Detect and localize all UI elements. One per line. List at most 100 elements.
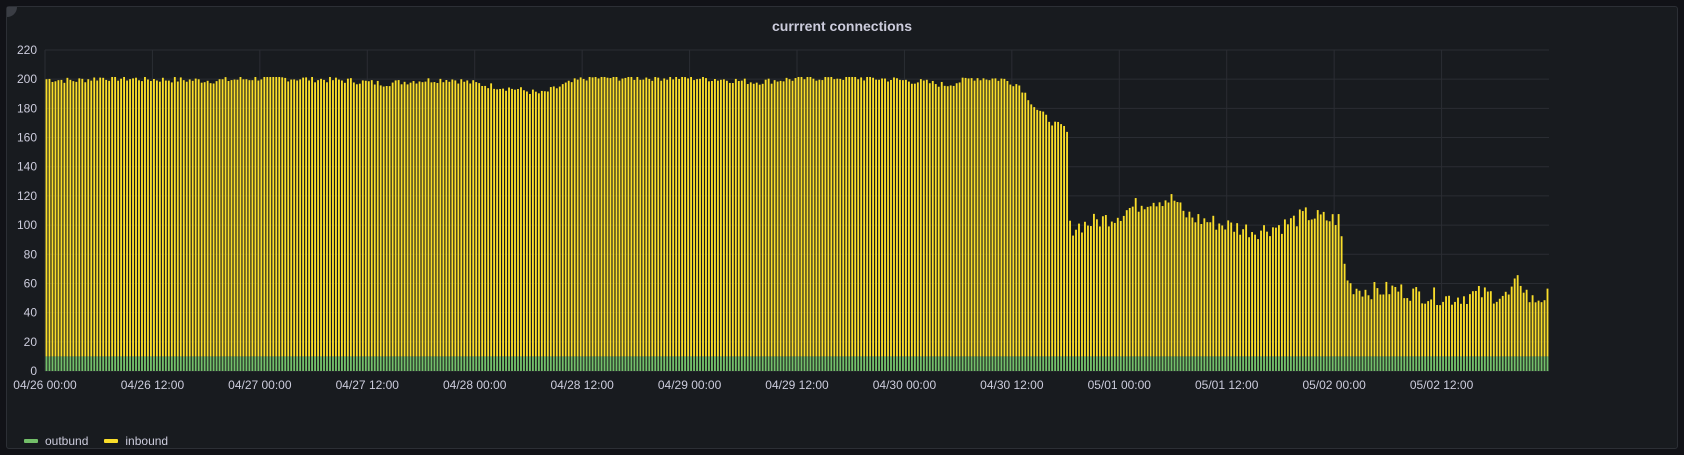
bar-outbound: [1131, 356, 1134, 371]
bar-inbound: [1143, 209, 1146, 357]
bar-outbound: [206, 356, 209, 371]
bar-inbound: [529, 94, 531, 357]
bar-inbound: [776, 81, 779, 357]
bar-outbound: [370, 356, 373, 371]
bar-outbound: [878, 356, 880, 371]
bar-inbound: [621, 78, 624, 357]
bar-inbound: [642, 79, 645, 357]
bar-inbound: [153, 79, 155, 357]
bar-outbound: [293, 356, 296, 371]
bar-outbound: [1477, 356, 1480, 371]
bar-inbound: [997, 80, 1000, 357]
legend-item-outbound[interactable]: outbund: [24, 434, 88, 448]
bar-outbound: [1224, 356, 1227, 371]
bar-outbound: [1093, 356, 1095, 371]
bar-inbound: [182, 80, 185, 357]
bar-outbound: [1343, 356, 1346, 371]
bar-outbound: [418, 356, 421, 371]
bar-outbound: [618, 356, 621, 371]
chart-panel: currrent connections 0 20 40 60 80 100 120 140 1…: [6, 6, 1678, 449]
bar-outbound: [311, 356, 313, 371]
bar-inbound: [1489, 291, 1492, 357]
bar-inbound: [1286, 224, 1289, 357]
bar-outbound: [409, 356, 412, 371]
bar-inbound: [612, 76, 615, 357]
bar-outbound: [1457, 356, 1459, 371]
bar-outbound: [752, 356, 755, 371]
bar-inbound: [618, 80, 621, 357]
bar-outbound: [1006, 356, 1009, 371]
bar-inbound: [848, 76, 851, 357]
bar-outbound: [1075, 356, 1077, 371]
bar-inbound: [96, 80, 99, 357]
bar-outbound: [323, 356, 325, 371]
bar-inbound: [1439, 305, 1441, 357]
bar-outbound: [591, 356, 594, 371]
bar-outbound: [1507, 356, 1510, 371]
bar-outbound: [690, 356, 692, 371]
panel-corner-handle[interactable]: [7, 7, 17, 17]
bar-outbound: [961, 356, 964, 371]
bar-inbound: [851, 76, 854, 357]
bar-outbound: [194, 356, 197, 371]
bar-outbound: [412, 356, 415, 371]
bar-outbound: [627, 356, 630, 371]
bar-chart: 0 20 40 60 80 100 120 140 160 180 200 220 04/26 00:…: [13, 43, 1549, 392]
bar-inbound: [367, 81, 370, 357]
bar-inbound: [725, 80, 728, 357]
bar-outbound: [1242, 356, 1245, 371]
bar-outbound: [1418, 356, 1421, 371]
bar-outbound: [797, 356, 800, 371]
bar-outbound: [93, 356, 96, 371]
bar-outbound: [1236, 356, 1239, 371]
bar-inbound: [1421, 303, 1424, 357]
bar-outbound: [1466, 356, 1468, 371]
bar-inbound: [1128, 207, 1131, 357]
bar-outbound: [558, 356, 561, 371]
x-tick-label: 04/27 12:00: [336, 378, 400, 392]
bar-outbound: [1492, 356, 1495, 371]
bar-inbound: [860, 77, 863, 357]
bar-outbound: [1510, 356, 1513, 371]
legend-label-outbound: outbund: [45, 434, 89, 448]
bar-outbound: [958, 356, 961, 371]
bar-outbound: [806, 356, 809, 371]
bar-inbound: [1352, 294, 1355, 357]
bar-outbound: [1194, 356, 1197, 371]
bar-outbound: [448, 356, 451, 371]
bar-outbound: [514, 356, 516, 371]
bar-outbound: [737, 356, 740, 371]
bar-inbound: [985, 79, 988, 357]
bar-outbound: [767, 356, 770, 371]
bar-inbound: [979, 80, 982, 357]
bar-outbound: [681, 356, 684, 371]
bar-outbound: [684, 356, 687, 371]
bar-outbound: [1286, 356, 1289, 371]
bar-outbound: [260, 356, 263, 371]
bar-inbound: [872, 77, 875, 357]
bar-inbound: [555, 88, 558, 357]
bar-inbound: [866, 76, 869, 357]
bar-inbound: [893, 77, 895, 357]
panel-title[interactable]: currrent connections: [771, 18, 913, 34]
bar-inbound: [1110, 221, 1113, 357]
bar-inbound: [1298, 209, 1301, 357]
bar-inbound: [657, 77, 660, 357]
bar-inbound: [111, 76, 114, 357]
bar-outbound: [179, 356, 182, 371]
bar-outbound: [1448, 356, 1450, 371]
bar-outbound: [361, 356, 364, 371]
bar-outbound: [1069, 356, 1071, 371]
bar-outbound: [534, 356, 537, 371]
bar-inbound: [946, 86, 949, 357]
bar-inbound: [585, 80, 588, 357]
bar-inbound: [206, 80, 209, 357]
bar-outbound: [845, 356, 848, 371]
bar-outbound: [355, 356, 358, 371]
bar-outbound: [1513, 356, 1516, 371]
bar-inbound: [1179, 202, 1182, 357]
legend-item-inbound[interactable]: inbound: [104, 434, 168, 448]
bar-inbound: [1358, 290, 1361, 357]
bar-inbound: [902, 80, 904, 357]
bar-outbound: [645, 356, 648, 371]
